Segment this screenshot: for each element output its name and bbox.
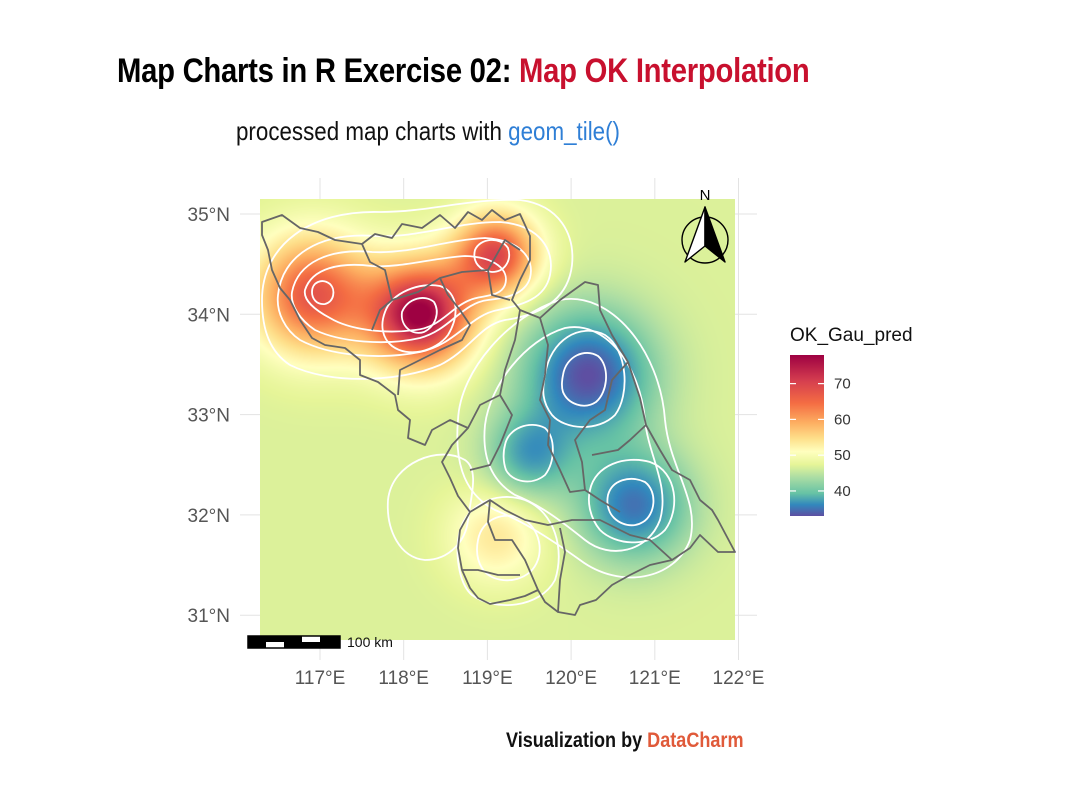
contour-line xyxy=(473,239,510,273)
x-tick-label: 122°E xyxy=(713,668,765,689)
boundary-line xyxy=(469,499,673,561)
legend-ticks: 70 60 50 40 xyxy=(790,376,851,500)
y-tick-label: 33°N xyxy=(188,406,230,427)
contour-line xyxy=(261,199,574,380)
chart-subtitle: processed map charts with geom_tile() xyxy=(236,116,620,147)
subtitle-main: processed map charts with xyxy=(236,116,509,146)
contour-line xyxy=(303,255,507,333)
boundary-line xyxy=(487,499,539,591)
x-tick-label: 118°E xyxy=(378,668,429,689)
boundary-line xyxy=(397,277,471,396)
boundary-line xyxy=(557,527,566,613)
y-tick-label: 34°N xyxy=(188,305,230,326)
x-axis-ticks: 117°E 118°E 119°E 120°E 121°E 122°E xyxy=(295,668,765,689)
north-arrow-right xyxy=(704,206,726,263)
boundary-line xyxy=(591,424,647,456)
chart-title: Map Charts in R Exercise 02: Map OK Inte… xyxy=(117,52,810,91)
scale-bar: 100 km xyxy=(247,634,393,650)
boundary-line xyxy=(487,239,521,271)
legend-label: 50 xyxy=(834,447,851,464)
x-tick-label: 117°E xyxy=(295,668,346,689)
scale-bar-segment xyxy=(320,636,340,648)
title-main: Map Charts in R Exercise 02: xyxy=(117,52,520,90)
north-arrow-label: N xyxy=(700,187,711,204)
y-tick-label: 35°N xyxy=(188,205,230,226)
legend-colorbar xyxy=(790,355,824,516)
contour-line xyxy=(386,453,474,561)
boundary-line xyxy=(391,269,511,301)
caption-main: Visualization by xyxy=(506,729,648,752)
chart-caption: Visualization by DataCharm xyxy=(506,729,744,753)
boundary-line xyxy=(467,309,521,429)
scale-bar-segment xyxy=(248,636,266,648)
legend: OK_Gau_pred 70 60 50 40 xyxy=(790,325,913,516)
contour-line xyxy=(381,284,457,354)
legend-label: 70 xyxy=(834,376,851,393)
contour-line xyxy=(311,280,335,305)
region-outline xyxy=(261,209,736,616)
y-tick-label: 31°N xyxy=(188,606,230,627)
contour-line xyxy=(587,458,676,544)
boundary-line xyxy=(574,361,629,513)
x-tick-label: 120°E xyxy=(545,668,597,689)
subtitle-highlight: geom_tile() xyxy=(508,116,621,146)
boundary-line xyxy=(539,317,586,493)
contour-line xyxy=(290,237,532,344)
boundary-line xyxy=(361,243,393,331)
y-axis-ticks: 35°N 34°N 33°N 32°N 31°N xyxy=(188,205,230,627)
legend-label: 40 xyxy=(834,483,851,500)
scale-bar-segment xyxy=(302,642,320,648)
scale-bar-segment xyxy=(266,636,284,642)
boundary-line xyxy=(462,569,520,576)
scale-bar-label: 100 km xyxy=(347,634,393,650)
contour-line xyxy=(276,221,552,357)
contour-line xyxy=(483,326,664,552)
contour-line xyxy=(502,423,554,483)
contour-line xyxy=(542,329,626,428)
scale-bar-segment xyxy=(284,636,302,648)
x-tick-label: 119°E xyxy=(462,668,513,689)
x-tick-label: 121°E xyxy=(629,668,681,689)
caption-highlight: DataCharm xyxy=(647,729,744,752)
north-arrow: N xyxy=(681,187,729,264)
interpolation-surface xyxy=(260,199,735,640)
boundary-line xyxy=(469,394,513,471)
contour-line xyxy=(456,496,560,606)
y-tick-label: 32°N xyxy=(188,506,230,527)
legend-title: OK_Gau_pred xyxy=(790,325,913,346)
title-highlight: Map OK Interpolation xyxy=(519,52,810,90)
raster-tiles xyxy=(260,199,735,640)
contour-line xyxy=(560,352,607,407)
contour-line xyxy=(400,297,438,334)
admin-boundaries xyxy=(261,209,736,616)
contour-line xyxy=(456,298,693,579)
legend-label: 60 xyxy=(834,411,851,428)
